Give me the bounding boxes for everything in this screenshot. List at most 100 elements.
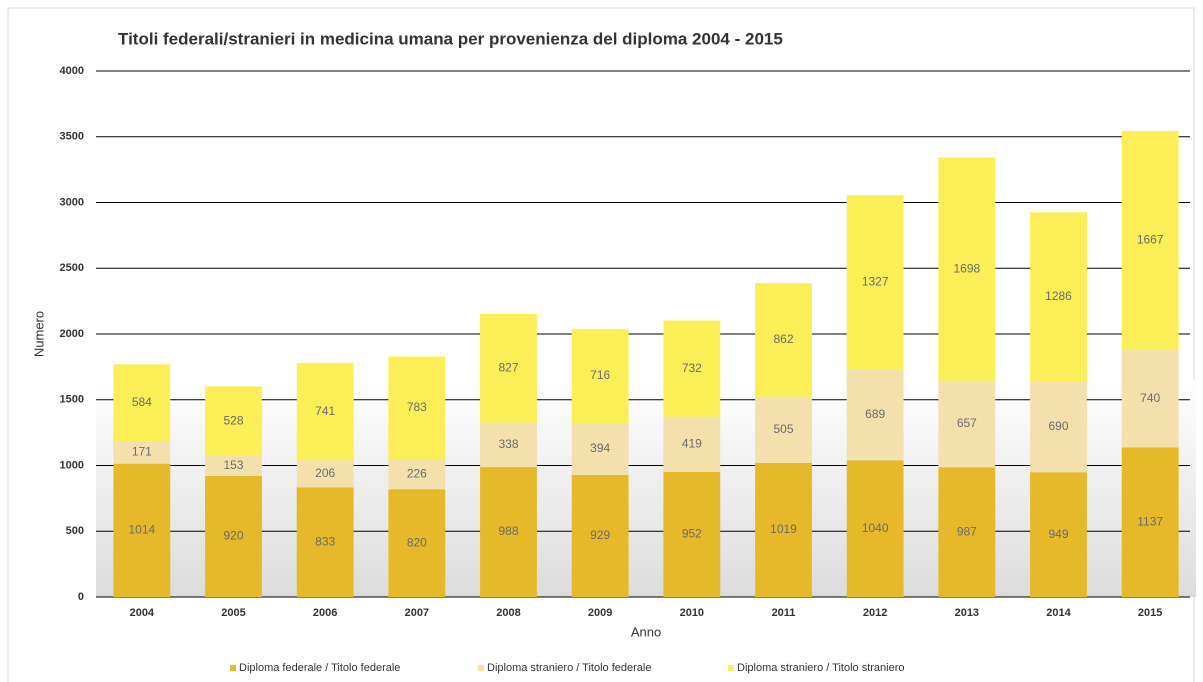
bar-segment — [480, 422, 537, 468]
data-label: 987 — [957, 524, 977, 538]
x-tick-label: 2014 — [1046, 607, 1071, 619]
bar-segment — [571, 328, 629, 424]
bar-segment — [205, 386, 262, 456]
data-label: 920 — [223, 529, 243, 543]
bar-segment — [205, 455, 262, 477]
y-tick-label: 1000 — [60, 459, 84, 471]
bar-segment — [205, 476, 262, 597]
bar-segment — [480, 467, 537, 597]
bar-segment — [113, 441, 171, 464]
bar-segment — [296, 460, 354, 488]
bar-segment — [1121, 130, 1179, 351]
legend-label: Diploma straniero / Titolo federale — [487, 662, 651, 674]
x-tick-label: 2004 — [130, 607, 155, 619]
data-label: 833 — [315, 534, 335, 548]
x-tick-label: 2013 — [955, 607, 979, 619]
data-label: 528 — [223, 413, 243, 427]
bar-segment — [663, 471, 721, 597]
data-label: 716 — [590, 368, 610, 382]
y-tick-label: 3500 — [60, 131, 84, 143]
bar-segment — [663, 416, 721, 472]
data-label: 338 — [498, 437, 518, 451]
data-label: 1040 — [862, 521, 889, 535]
bar-segment — [938, 157, 996, 381]
bar-segment — [571, 423, 629, 475]
data-label: 732 — [682, 361, 702, 375]
data-label: 820 — [407, 535, 427, 549]
bar-segment — [388, 356, 446, 460]
x-tick-label: 2015 — [1138, 607, 1162, 619]
x-tick-label: 2006 — [313, 607, 337, 619]
bar-segment — [1121, 447, 1179, 597]
data-label: 1014 — [128, 523, 155, 537]
data-label: 690 — [1048, 419, 1068, 433]
bar-segment — [571, 474, 629, 597]
data-label: 1698 — [953, 261, 980, 275]
data-label: 153 — [223, 458, 243, 472]
data-label: 1286 — [1045, 289, 1072, 303]
bar-segment — [663, 320, 721, 417]
data-label: 584 — [132, 395, 152, 409]
bar-segment — [113, 364, 171, 442]
bar-segment — [1121, 350, 1179, 448]
data-label: 171 — [132, 445, 152, 459]
bar-segment — [480, 313, 537, 423]
chart-border — [7, 7, 1195, 682]
legend-swatch — [230, 665, 236, 671]
bar-segment — [296, 487, 354, 597]
legend-swatch — [478, 665, 484, 671]
y-tick-label: 1500 — [60, 394, 84, 406]
data-label: 1327 — [862, 275, 889, 289]
bar-segment — [388, 489, 446, 597]
legend-label: Diploma federale / Titolo federale — [239, 662, 400, 674]
data-label: 929 — [590, 528, 610, 542]
data-label: 988 — [498, 524, 518, 538]
x-tick-label: 2008 — [496, 607, 520, 619]
bar-segment — [1030, 212, 1087, 382]
data-label: 949 — [1048, 527, 1068, 541]
bar-segment — [296, 362, 354, 461]
chart-title: Titoli federali/stranieri in medicina um… — [118, 29, 783, 48]
legend-label: Diploma straniero / Titolo straniero — [737, 662, 905, 674]
bar-segment — [1030, 381, 1087, 473]
data-label: 419 — [682, 436, 702, 450]
bar-segment — [938, 467, 996, 597]
x-tick-label: 2007 — [405, 607, 429, 619]
data-label: 862 — [773, 332, 793, 346]
legend-swatch — [728, 665, 734, 671]
data-label: 740 — [1140, 391, 1160, 405]
data-label: 783 — [407, 400, 427, 414]
data-label: 206 — [315, 466, 335, 480]
x-tick-label: 2011 — [772, 607, 796, 619]
data-label: 657 — [957, 416, 977, 430]
data-label: 741 — [315, 404, 335, 418]
data-label: 1667 — [1137, 233, 1164, 247]
y-tick-label: 0 — [78, 591, 84, 603]
bar-segment — [938, 380, 996, 468]
plot-background — [96, 380, 1196, 597]
x-tick-label: 2005 — [221, 607, 245, 619]
y-tick-label: 2000 — [60, 328, 84, 340]
data-label: 505 — [773, 422, 793, 436]
bar-segment — [846, 369, 904, 461]
data-label: 394 — [590, 441, 610, 455]
bar-segment — [113, 463, 171, 597]
data-label: 952 — [682, 527, 702, 541]
data-label: 827 — [498, 360, 518, 374]
data-label: 1019 — [770, 522, 797, 536]
data-label: 226 — [407, 466, 427, 480]
y-tick-label: 500 — [66, 525, 84, 537]
data-label: 1137 — [1137, 514, 1163, 528]
x-tick-label: 2010 — [680, 607, 704, 619]
data-label: 689 — [865, 407, 885, 421]
y-tick-label: 4000 — [60, 65, 84, 77]
x-tick-label: 2009 — [588, 607, 612, 619]
x-axis-label: Anno — [631, 624, 661, 639]
bar-segment — [755, 283, 812, 397]
bar-segment — [846, 195, 904, 370]
y-tick-label: 3000 — [60, 196, 84, 208]
bar-segment — [1030, 472, 1087, 597]
x-tick-label: 2012 — [863, 607, 887, 619]
bar-segment — [388, 459, 446, 490]
